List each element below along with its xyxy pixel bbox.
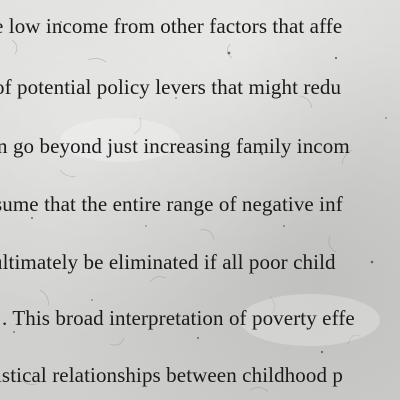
text-line-7: istical relationships between childhood …: [0, 363, 343, 387]
text-line-6: . This broad interpretation of poverty e…: [2, 306, 355, 330]
text-line-1: e low income from other factors that aff…: [0, 14, 342, 38]
text-line-5: ultimately be eliminated if all poor chi…: [0, 250, 336, 274]
text-line-2: of potential policy levers that might re…: [0, 75, 341, 99]
text-line-3: n go beyond just increasing family incom: [0, 134, 350, 158]
text-line-4: sume that the entire range of negative i…: [0, 192, 343, 216]
